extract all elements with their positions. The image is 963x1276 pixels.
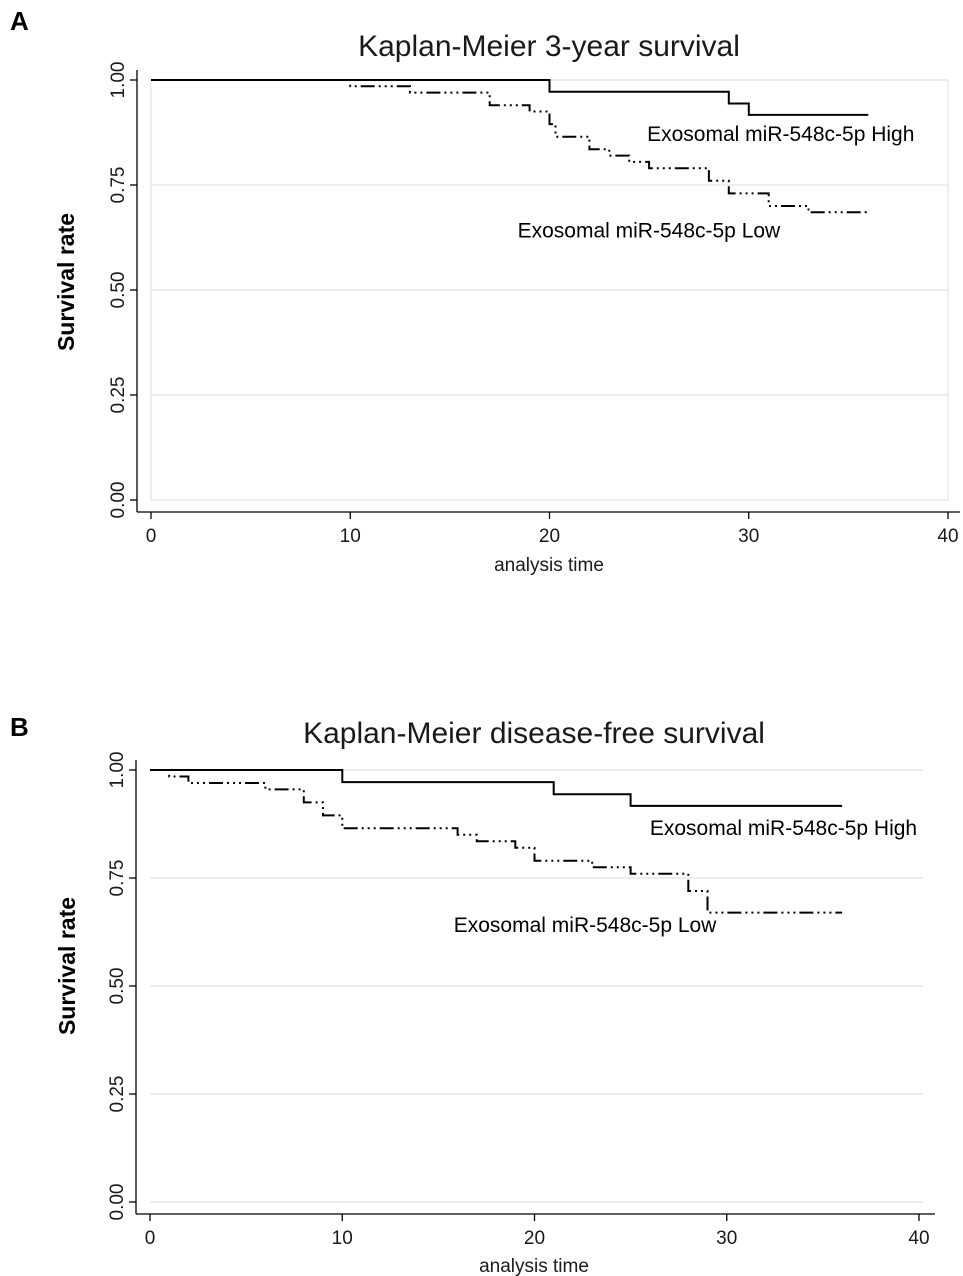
x-axis-label-a: analysis time — [494, 555, 604, 576]
y-tick-label-a-3: 0.75 — [108, 167, 129, 204]
series-line-high-b — [150, 769, 843, 807]
axes-b — [135, 760, 935, 1215]
chart-title-a: Kaplan-Meier 3-year survival — [358, 30, 740, 63]
chart-title-b: Kaplan-Meier disease-free survival — [303, 717, 765, 750]
km-chart-b: B Kaplan-Meier disease-free survival Sur… — [10, 712, 935, 1276]
y-tick-label-b-3: 0.75 — [107, 860, 128, 897]
series-line-high-a — [151, 79, 869, 116]
y-tick-label-b-1: 0.25 — [107, 1076, 128, 1113]
y-axis-label-b: Survival rate — [54, 897, 80, 1035]
series-label-low-a: Exosomal miR-548c-5p Low — [518, 220, 781, 243]
y-tick-label-a-2: 0.50 — [108, 272, 129, 309]
x-tick-label-b-0: 0 — [145, 1228, 156, 1249]
x-tick-label-a-4: 40 — [937, 526, 958, 547]
y-tick-label-b-4: 1.00 — [107, 752, 128, 789]
annotations-b: Exosomal miR-548c-5p High Exosomal miR-54… — [454, 817, 917, 937]
axes-a — [136, 70, 960, 513]
y-tick-label-b-0: 0.00 — [107, 1184, 128, 1221]
x-tick-label-a-3: 30 — [738, 526, 759, 547]
x-tick-label-a-0: 0 — [146, 526, 157, 547]
x-tick-label-b-3: 30 — [716, 1228, 737, 1249]
x-axis-label-b: analysis time — [479, 1256, 589, 1276]
series-line-low-a — [151, 79, 869, 214]
panel-letter-b: B — [10, 712, 29, 742]
y-tick-label-a-4: 1.00 — [108, 62, 129, 99]
y-tick-label-b-2: 0.50 — [107, 968, 128, 1005]
panel-letter-a: A — [10, 6, 29, 36]
series-line-low-b — [150, 769, 843, 914]
km-chart-a: A Kaplan-Meier 3-year survival Survival … — [10, 6, 960, 576]
x-tick-label-b-1: 10 — [332, 1228, 353, 1249]
ticks-a: 0.00 0.25 0.50 0.75 1.00 0 10 20 30 40 — [108, 62, 959, 547]
x-tick-label-a-2: 20 — [539, 526, 560, 547]
x-tick-label-b-4: 40 — [908, 1228, 929, 1249]
y-tick-label-a-0: 0.00 — [108, 482, 129, 519]
y-tick-label-a-1: 0.25 — [108, 377, 129, 414]
series-label-low-b: Exosomal miR-548c-5p Low — [454, 914, 717, 937]
x-tick-label-a-1: 10 — [340, 526, 361, 547]
annotations-a: Exosomal miR-548c-5p High Exosomal miR-54… — [518, 123, 915, 243]
y-axis-label-a: Survival rate — [53, 213, 79, 351]
series-b — [150, 769, 843, 914]
series-label-high-a: Exosomal miR-548c-5p High — [647, 123, 914, 146]
x-tick-label-b-2: 20 — [524, 1228, 545, 1249]
series-a — [151, 79, 869, 214]
ticks-b: 0.00 0.25 0.50 0.75 1.00 0 10 20 30 40 — [107, 752, 930, 1249]
series-label-high-b: Exosomal miR-548c-5p High — [650, 817, 917, 840]
